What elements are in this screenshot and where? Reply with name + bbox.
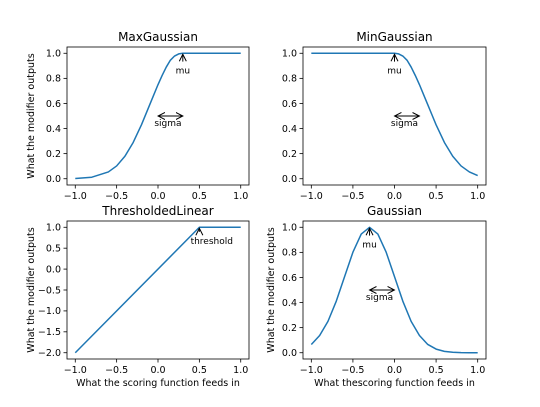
chart-title: ThresholdedLinear <box>101 204 214 218</box>
y-tick-label: 0.0 <box>282 348 297 359</box>
y-tick-label: −1.5 <box>38 327 61 338</box>
x-tick-label: 0.0 <box>150 365 165 376</box>
x-tick-label: −0.5 <box>341 191 364 202</box>
x-tick-label: 0.5 <box>429 365 444 376</box>
y-tick-label: −0.5 <box>38 285 61 296</box>
x-axis-label: What the scoring function feeds in <box>76 378 240 389</box>
y-tick-label: 0.6 <box>282 99 297 110</box>
y-tick-label: 0.4 <box>46 124 61 135</box>
x-tick-label: 1.0 <box>470 191 485 202</box>
y-axis-label: What the modifier outputs <box>26 53 37 178</box>
annotation-label: sigma <box>366 293 393 303</box>
chart-title: MinGaussian <box>356 30 432 44</box>
subplot-3: −1.0 −0.5 0.0 0.5 1.0 0.0 0.2 0.4 0.6 0.8 1.0 Gauss… <box>266 204 487 389</box>
y-tick-label: 0.2 <box>282 323 297 334</box>
x-tick-label: 0.5 <box>429 191 444 202</box>
subplot-0: −1.0 −0.5 0.0 0.5 1.0 0.0 0.2 0.4 0.6 0.8 1.0 MaxGa… <box>26 30 250 202</box>
y-tick-label: 0.6 <box>46 99 61 110</box>
y-tick-label: 0.8 <box>282 74 297 85</box>
x-tick-label: 1.0 <box>233 365 248 376</box>
y-tick-label: 1.0 <box>46 223 61 234</box>
x-tick-label: −0.5 <box>105 365 128 376</box>
x-tick-label: 0.5 <box>192 365 207 376</box>
annotation-label: mu <box>176 67 190 77</box>
annotation-label: sigma <box>154 119 181 129</box>
y-tick-label: 0.0 <box>46 264 61 275</box>
annotation-label: threshold <box>191 237 233 247</box>
x-tick-label: −0.5 <box>341 365 364 376</box>
y-tick-label: 0.2 <box>46 149 61 160</box>
series-line <box>310 226 478 354</box>
x-tick-label: 1.0 <box>233 191 248 202</box>
y-tick-label: 1.0 <box>282 49 297 60</box>
y-tick-label: 0.8 <box>46 74 61 85</box>
x-tick-label: −1.0 <box>300 191 323 202</box>
y-tick-label: 0.6 <box>282 273 297 284</box>
y-tick-label: 0.8 <box>282 248 297 259</box>
y-tick-label: 0.2 <box>282 149 297 160</box>
x-tick-label: −1.0 <box>64 191 87 202</box>
y-tick-label: 0.4 <box>282 298 297 309</box>
x-axis-label: What thescoring function feeds in <box>314 378 475 389</box>
y-axis-label: What the modifier outputs <box>266 227 277 352</box>
y-tick-label: 0.0 <box>282 174 297 185</box>
x-tick-label: −0.5 <box>105 191 128 202</box>
x-tick-label: 0.5 <box>192 191 207 202</box>
x-tick-label: 1.0 <box>470 365 485 376</box>
y-tick-label: 1.0 <box>46 49 61 60</box>
series-line <box>74 226 241 354</box>
y-axis-label: What the modifier outputs <box>26 227 37 352</box>
y-tick-label: 0.5 <box>46 243 61 254</box>
x-tick-label: −1.0 <box>300 365 323 376</box>
annotation-label: mu <box>387 67 401 77</box>
subplot-1: −1.0 −0.5 0.0 0.5 1.0 0.0 0.2 0.4 0.6 0.8 1.0 MinGa… <box>282 30 487 202</box>
y-tick-label: 0.4 <box>282 124 297 135</box>
x-tick-label: 0.0 <box>387 191 402 202</box>
y-tick-label: 0.0 <box>46 174 61 185</box>
series-line <box>75 52 241 180</box>
y-tick-label: −1.0 <box>38 306 61 317</box>
x-tick-label: 0.0 <box>150 191 165 202</box>
x-tick-label: −1.0 <box>64 365 87 376</box>
subplot-2: −1.0 −0.5 0.0 0.5 1.0 −2.0 −1.5 −1.0 −0.5 0.0 0.5 1… <box>26 204 250 389</box>
y-tick-label: −2.0 <box>38 348 61 359</box>
x-tick-label: 0.0 <box>387 365 402 376</box>
chart-title: Gaussian <box>367 204 422 218</box>
annotation-label: mu <box>362 241 376 251</box>
y-tick-label: 1.0 <box>282 223 297 234</box>
chart-title: MaxGaussian <box>118 30 198 44</box>
annotation-label: sigma <box>391 119 418 129</box>
